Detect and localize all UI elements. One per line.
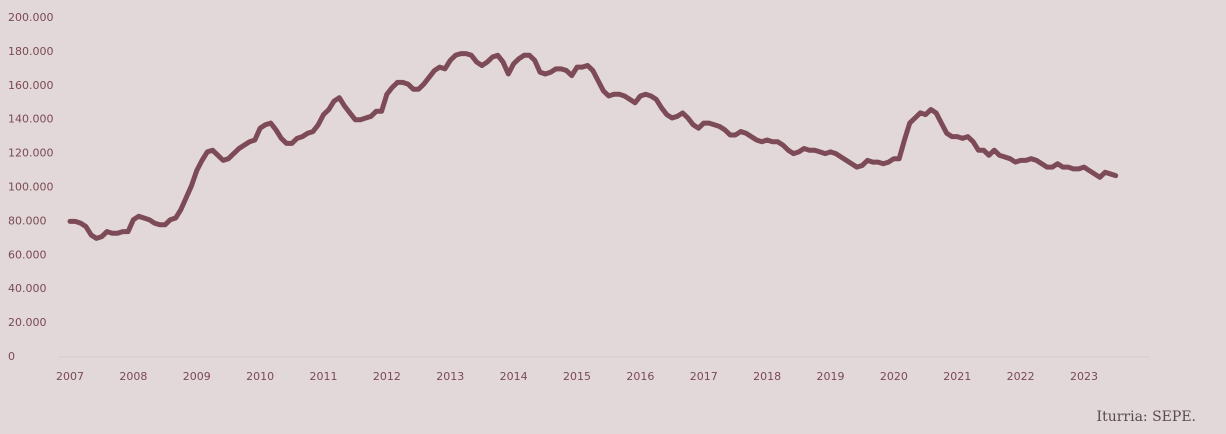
x-tick-label: 2019 bbox=[817, 370, 845, 383]
y-tick-label: 200.000 bbox=[8, 11, 54, 24]
x-tick-label: 2007 bbox=[56, 370, 84, 383]
x-tick-label: 2017 bbox=[690, 370, 718, 383]
y-tick-label: 20.000 bbox=[8, 316, 47, 329]
y-tick-label: 40.000 bbox=[8, 282, 47, 295]
y-tick-label: 100.000 bbox=[8, 181, 54, 194]
x-tick-label: 2020 bbox=[880, 370, 908, 383]
x-tick-label: 2018 bbox=[753, 370, 781, 383]
y-tick-label: 80.000 bbox=[8, 214, 47, 227]
x-tick-label: 2009 bbox=[183, 370, 211, 383]
y-tick-label: 60.000 bbox=[8, 248, 47, 261]
x-tick-label: 2014 bbox=[500, 370, 528, 383]
source: Iturria: SEPE. bbox=[1097, 409, 1196, 425]
y-tick-label: 160.000 bbox=[8, 79, 54, 92]
x-tick-label: 2022 bbox=[1007, 370, 1035, 383]
x-tick-label: 2021 bbox=[943, 370, 971, 383]
x-tick-label: 2015 bbox=[563, 370, 591, 383]
y-tick-label: 140.000 bbox=[8, 113, 54, 126]
y-tick-label: 180.000 bbox=[8, 45, 54, 58]
x-tick-label: 2011 bbox=[310, 370, 338, 383]
y-tick-label: 0 bbox=[8, 350, 15, 363]
x-tick-label: 2012 bbox=[373, 370, 401, 383]
x-tick-label: 2023 bbox=[1070, 370, 1098, 383]
x-tick-label: 2016 bbox=[626, 370, 654, 383]
x-tick-label: 2008 bbox=[119, 370, 147, 383]
y-tick-label: 120.000 bbox=[8, 147, 54, 160]
x-tick-label: 2013 bbox=[436, 370, 464, 383]
data-line bbox=[67, 51, 1119, 241]
x-tick-label: 2010 bbox=[246, 370, 274, 383]
